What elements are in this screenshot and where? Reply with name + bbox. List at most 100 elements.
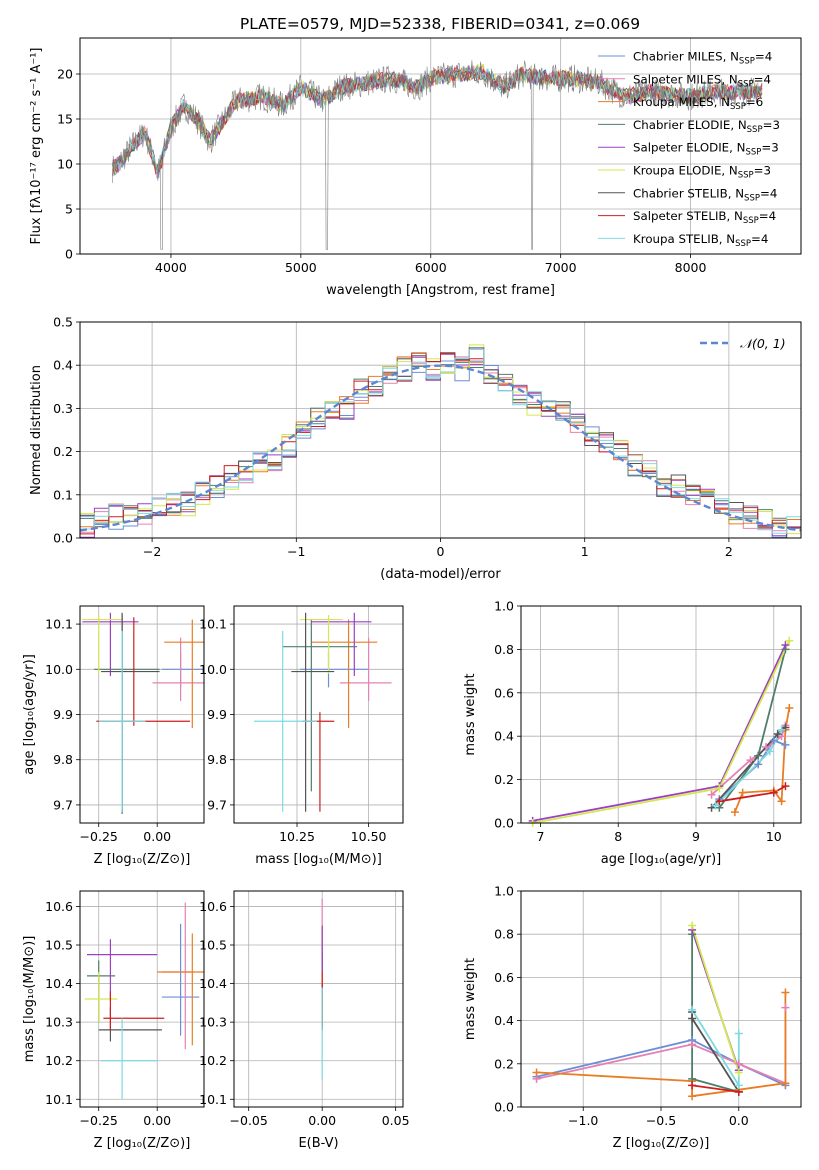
tick-label-x: −0.25 — [80, 829, 118, 844]
tick-label-x: 10.25 — [279, 829, 315, 844]
panel-residuals: −2 −1 0 1 2 0.0 0.1 0.2 0.3 0.4 0.5 (data-model)/er… — [29, 315, 802, 582]
weight-line — [691, 1084, 739, 1093]
tick-label-y: 0.0 — [494, 816, 514, 831]
x-axis-label: E(B-V) — [298, 1136, 338, 1151]
tick-label-y: 10.5 — [199, 938, 227, 953]
tick-label-x: 9 — [692, 829, 700, 844]
weight-point — [688, 1040, 697, 1049]
tick-label-y: 10 — [57, 157, 73, 172]
tick-label-x: 10 — [766, 829, 782, 844]
x-axis-label: mass [log₁₀(M/M⊙)] — [255, 852, 382, 867]
weight-line — [536, 1039, 786, 1087]
plot-frame — [79, 37, 802, 255]
tick-label-y: 9.9 — [207, 707, 227, 722]
weight-point — [781, 1079, 790, 1088]
weight-point — [746, 756, 755, 765]
plot-frame — [233, 890, 404, 1108]
panel-spectrum: 4000 5000 6000 7000 8000 0 5 10 15 20 wavelength [… — [29, 37, 802, 298]
observed-spectrum-line — [112, 60, 763, 250]
y-axis-label: mass weight — [463, 958, 478, 1040]
weight-line — [691, 925, 740, 1073]
tick-label-y: 9.7 — [53, 797, 73, 812]
tick-label-y: 10.0 — [199, 662, 227, 677]
tick-label-y: 10.4 — [45, 976, 73, 991]
legend-subscript: SSP — [743, 216, 759, 226]
tick-label-y: 0.4 — [53, 358, 73, 373]
plot-area — [112, 60, 763, 250]
panel-z-age: −0.25 0.00 9.7 9.8 9.9 10.0 10.1 Z [log₁₀(Z/Z⊙)… — [22, 605, 205, 867]
tick-label-x: 0.00 — [308, 1113, 336, 1128]
tick-label-y: 10.5 — [45, 938, 73, 953]
tick-label-y: 10.6 — [199, 899, 227, 914]
weight-point — [781, 782, 790, 791]
weight-point — [754, 760, 763, 769]
legend-label: Kroupa STELIB, NSSP=4 — [633, 232, 768, 249]
tick-label-x: 0.0 — [729, 1113, 749, 1128]
model-spectrum-line — [112, 65, 763, 177]
weight-point — [738, 788, 747, 797]
plot-area — [532, 640, 791, 823]
tick-label-x: 8000 — [675, 260, 707, 275]
normal-curve — [80, 364, 801, 532]
plot-frame — [520, 605, 802, 824]
weight-point — [765, 747, 774, 756]
tick-label-y: 9.9 — [53, 707, 73, 722]
weight-point — [688, 1014, 697, 1023]
tick-label-x: 0.00 — [143, 829, 171, 844]
tick-label-y: 0.1 — [53, 487, 73, 502]
tick-label-y: 0.8 — [494, 927, 514, 942]
y-axis-label: age [log₁₀(age/yr)] — [22, 654, 37, 775]
weight-line — [691, 934, 740, 1093]
weight-point — [688, 1081, 697, 1090]
tick-label-y: 0.4 — [494, 1013, 514, 1028]
panel-z-mass: −0.25 0.00 10.1 10.2 10.3 10.4 10.5 10.6 Z [log₁… — [22, 890, 205, 1151]
weight-point — [781, 641, 790, 650]
tick-label-x: 7 — [536, 829, 544, 844]
weight-point — [711, 801, 720, 810]
tick-label-x: −0.5 — [646, 1113, 676, 1128]
plot-frame — [79, 605, 205, 824]
weight-point — [769, 788, 778, 797]
tick-label-x: −1 — [287, 544, 305, 559]
legend-count: =3 — [763, 118, 780, 132]
legend-count: =3 — [761, 141, 778, 155]
tick-label-x: −0.25 — [80, 1113, 118, 1128]
legend-label: Chabrier MILES, NSSP=4 — [633, 50, 772, 67]
tick-label-x: 5000 — [285, 260, 317, 275]
legend-count: =4 — [755, 50, 772, 64]
weight-point — [532, 1068, 541, 1077]
weight-line — [718, 649, 787, 809]
tick-label-y: 0 — [65, 247, 73, 262]
legend-count: =3 — [754, 164, 771, 178]
weight-point — [777, 797, 786, 806]
weight-point — [734, 1081, 743, 1090]
weight-point — [707, 790, 716, 799]
weight-point — [734, 1068, 743, 1077]
plot-frame — [233, 605, 404, 824]
legend-subscript: SSP — [744, 193, 760, 203]
tick-label-x: −1.0 — [568, 1113, 598, 1128]
weight-point — [715, 797, 724, 806]
legend-count: =4 — [751, 232, 768, 246]
plot-frame — [520, 890, 802, 1108]
tick-label-y: 10.0 — [45, 662, 73, 677]
plot-frame — [79, 321, 802, 539]
weight-point — [777, 725, 786, 734]
tick-label-y: 9.8 — [53, 752, 73, 767]
figure-title: PLATE=0579, MJD=52338, FIBERID=0341, z=0… — [240, 15, 640, 33]
legend-subscript: SSP — [745, 148, 761, 158]
panel-mass-age: 10.25 10.50 9.7 9.8 9.9 10.0 10.1 mass [log₁₀(M… — [199, 605, 404, 867]
tick-label-y: 10.3 — [199, 1015, 227, 1030]
legend-subscript: SSP — [747, 125, 763, 135]
weight-point — [781, 1003, 790, 1012]
y-axis-label: Normed distribution — [29, 365, 44, 495]
legend-label: 𝒩(0, 1) — [740, 336, 786, 351]
tick-label-y: 15 — [57, 112, 73, 127]
legend-label: Chabrier STELIB, NSSP=4 — [633, 186, 777, 203]
weight-line — [536, 992, 787, 1098]
plot-area — [82, 612, 204, 814]
tick-label-x: 0 — [437, 544, 445, 559]
tick-label-x: 6000 — [415, 260, 447, 275]
